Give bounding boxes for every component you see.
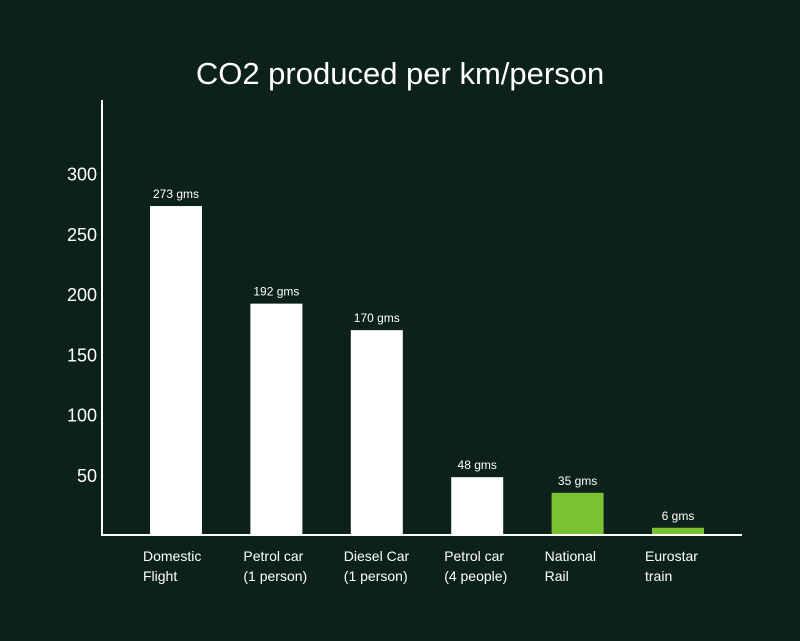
bar-value-label: 273 gms	[153, 187, 199, 201]
bar	[551, 492, 604, 535]
x-category-label: Petrol car	[243, 548, 303, 564]
bar-value-label: 170 gms	[354, 311, 400, 325]
y-axis-ticks: 50 100 150 200 250 300	[67, 165, 97, 486]
bar	[250, 303, 303, 535]
data-labels: 273 gms 192 gms 170 gms 48 gms 35 gms 6 gms	[153, 187, 694, 523]
x-category-label: (4 people)	[444, 568, 507, 584]
bar-value-label: 192 gms	[253, 285, 299, 299]
y-tick-label: 150	[67, 345, 97, 365]
x-category-label: (1 person)	[243, 568, 307, 584]
bars	[150, 206, 704, 535]
bar	[350, 330, 403, 535]
x-category-label: Rail	[545, 568, 569, 584]
bar	[652, 527, 704, 535]
bar-value-label: 35 gms	[558, 474, 597, 488]
bar	[451, 477, 504, 535]
y-tick-label: 50	[77, 466, 97, 486]
x-category-label: Diesel Car	[344, 548, 410, 564]
bar-value-label: 48 gms	[458, 458, 497, 472]
y-tick-label: 200	[67, 285, 97, 305]
chart-title: CO2 produced per km/person	[196, 56, 604, 91]
x-category-label: Domestic	[143, 548, 201, 564]
bar	[150, 206, 202, 535]
x-category-label: Flight	[143, 568, 177, 584]
y-tick-label: 100	[67, 406, 97, 426]
y-tick-label: 300	[67, 165, 97, 185]
x-category-label: National	[545, 548, 596, 564]
x-category-label: Eurostar	[645, 548, 698, 564]
x-category-label: Petrol car	[444, 548, 504, 564]
x-category-label: (1 person)	[344, 568, 408, 584]
x-category-label: train	[645, 568, 672, 584]
x-axis-categories: Domestic Flight Petrol car (1 person) Diesel…	[143, 548, 698, 584]
y-tick-label: 250	[67, 225, 97, 245]
bar-value-label: 6 gms	[662, 509, 695, 523]
